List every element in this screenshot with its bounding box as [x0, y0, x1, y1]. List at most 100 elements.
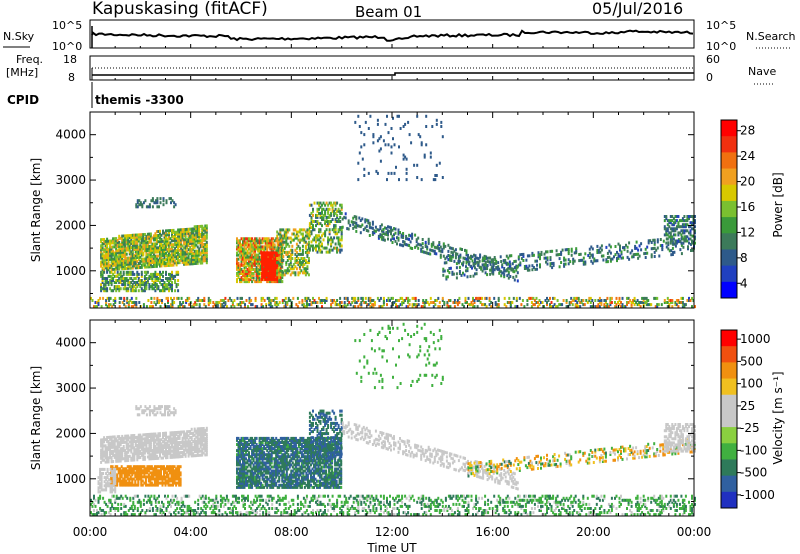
power-echo-cell: [133, 239, 136, 243]
power-echo-cell: [119, 287, 122, 291]
power-echo-cell: [398, 299, 400, 302]
power-echo-cell: [319, 250, 322, 254]
power-echo-cell: [155, 238, 158, 242]
power-echo-cell: [505, 305, 508, 309]
power-echo-cell: [414, 299, 417, 302]
power-echo-cell: [168, 289, 170, 293]
power-echo-cell: [328, 207, 331, 211]
power-echo-cell: [118, 285, 121, 289]
power-echo-cell: [163, 262, 166, 266]
power-echo-cell: [174, 234, 177, 238]
velocity-echo-cell: [163, 431, 166, 435]
power-echo-cell: [618, 303, 621, 307]
power-echo-cell: [164, 303, 166, 307]
power-echo-cell: [298, 238, 301, 242]
power-echo-cell: [139, 241, 142, 245]
power-echo-cell: [165, 270, 167, 274]
power-echo-cell: [546, 258, 549, 262]
power-echo-cell: [502, 259, 505, 263]
power-echo-cell: [677, 221, 680, 225]
power-echo-cell: [127, 256, 130, 260]
power-echo-cell: [258, 251, 261, 255]
power-echo-cell: [457, 255, 460, 259]
power-echo-cell: [267, 273, 270, 277]
power-echo-cell: [390, 171, 393, 175]
power-echo-cell: [631, 249, 634, 253]
power-echo-cell: [565, 301, 568, 304]
power-echo-cell: [344, 216, 347, 220]
power-echo-cell: [192, 254, 195, 257]
power-echo-cell: [148, 277, 151, 280]
power-echo-cell: [261, 273, 264, 277]
power-echo-cell: [530, 296, 533, 300]
velocity-echo-cell: [162, 432, 164, 435]
power-echo-cell: [513, 270, 516, 274]
velocity-echo-cell: [130, 438, 133, 442]
power-echo-cell: [665, 227, 668, 231]
power-echo-cell: [252, 276, 255, 280]
power-echo-cell: [339, 244, 342, 248]
power-echo-cell: [355, 301, 358, 304]
velocity-echo-cell: [148, 443, 151, 447]
power-echo-cell: [684, 219, 687, 223]
power-echo-cell: [104, 262, 107, 266]
power-echo-cell: [148, 287, 151, 291]
power-echo-cell: [120, 296, 123, 300]
power-echo-cell: [194, 303, 197, 307]
power-echo-cell: [333, 211, 336, 215]
power-echo-cell: [104, 277, 107, 280]
power-echo-cell: [201, 237, 204, 240]
power-echo-cell: [163, 283, 166, 287]
power-echo-cell: [143, 233, 146, 236]
power-echo-cell: [165, 245, 167, 249]
power-echo-cell: [594, 305, 597, 309]
power-echo-cell: [190, 227, 193, 231]
power-echo-cell: [306, 252, 309, 256]
power-echo-cell: [606, 296, 609, 300]
power-echo-cell: [258, 255, 261, 259]
power-echo-cell: [130, 250, 133, 254]
power-echo-cell: [154, 262, 157, 266]
power-echo-cell: [241, 296, 243, 300]
power-echo-cell: [257, 274, 260, 277]
power-echo-cell: [446, 275, 449, 279]
power-echo-cell: [287, 296, 290, 300]
power-echo-cell: [572, 257, 575, 261]
velocity-echo-cell: [159, 440, 161, 444]
power-echo-cell: [620, 305, 622, 309]
power-echo-cell: [189, 246, 192, 249]
power-echo-cell: [379, 233, 382, 237]
power-echo-cell: [295, 255, 298, 258]
power-echo-cell: [492, 262, 495, 266]
power-echo-cell: [171, 249, 173, 253]
power-echo-cell: [486, 273, 489, 277]
power-echo-cell: [183, 240, 186, 244]
power-echo-cell: [423, 305, 426, 309]
power-echo-cell: [269, 245, 272, 249]
power-echo-cell: [691, 221, 693, 225]
velocity-echo-cell: [184, 438, 187, 442]
power-echo-cell: [684, 239, 687, 243]
power-echo-cell: [160, 258, 163, 262]
power-echo-cell: [163, 256, 166, 260]
power-echo-cell: [178, 238, 181, 242]
power-echo-cell: [245, 251, 247, 255]
velocity-echo-cell: [136, 456, 139, 460]
power-echo-cell: [245, 278, 247, 282]
power-echo-cell: [109, 274, 112, 278]
power-echo-cell: [313, 201, 316, 205]
power-echo-cell: [163, 254, 166, 257]
power-echo-cell: [387, 299, 390, 302]
power-echo-cell: [151, 205, 154, 209]
power-echo-cell: [118, 277, 121, 280]
power-echo-cell: [280, 265, 283, 269]
power-echo-cell: [483, 263, 486, 267]
velocity-echo-cell: [100, 450, 103, 454]
power-echo-cell: [604, 301, 607, 304]
velocity-echo-cell: [177, 451, 180, 455]
power-echo-cell: [580, 301, 583, 304]
power-echo-cell: [180, 254, 183, 258]
power-echo-cell: [252, 243, 255, 247]
power-echo-cell: [474, 256, 477, 260]
power-echo-cell: [243, 237, 246, 241]
